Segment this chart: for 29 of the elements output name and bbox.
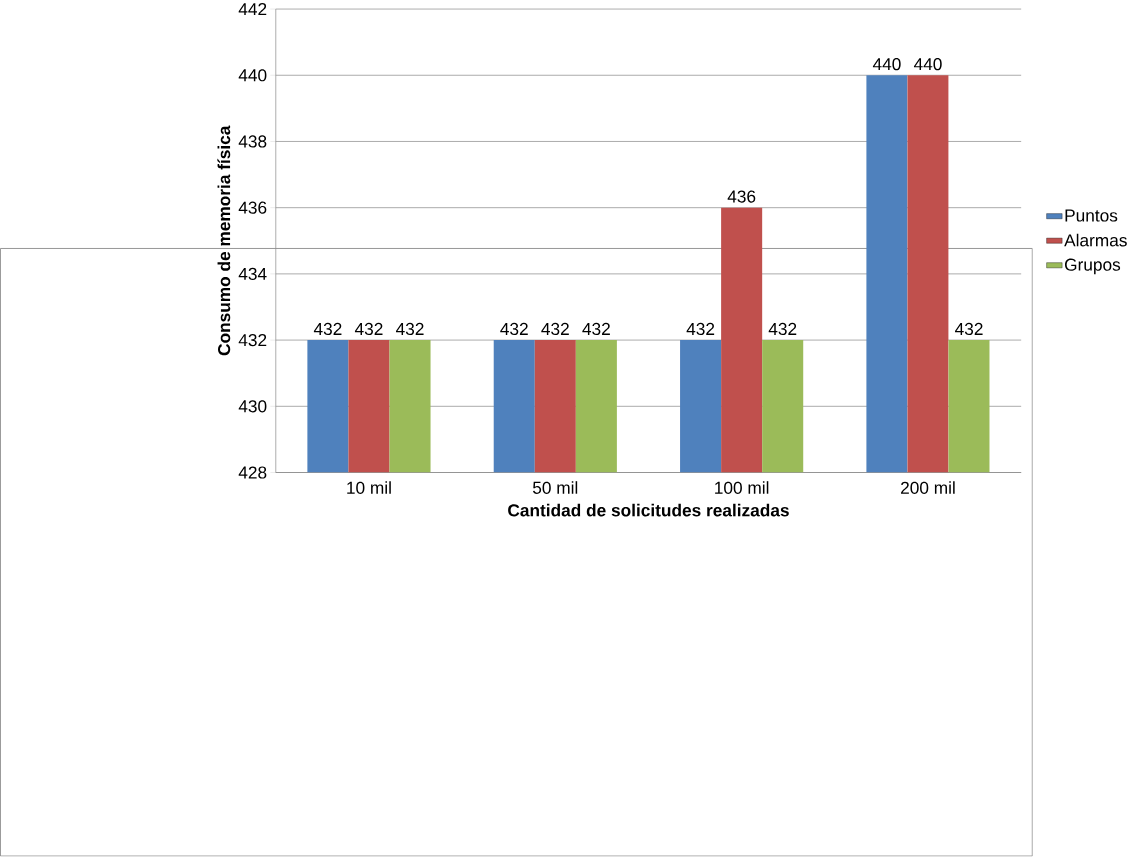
data-label: 432: [768, 323, 797, 336]
legend-label: Grupos: [1064, 258, 1121, 275]
legend-label: Puntos: [1065, 209, 1118, 222]
x-axis-title: Cantidad de solicitudes realizadas: [508, 504, 789, 517]
y-tick-label: 440: [238, 69, 267, 82]
x-tick-label: 100 mil: [715, 481, 769, 495]
x-tick-label: 10 mil: [347, 481, 391, 495]
data-label: 432: [354, 323, 383, 336]
y-axis-title: Consumo de memoria física: [217, 125, 231, 356]
data-label: 432: [955, 323, 983, 336]
y-tick-label: 430: [238, 400, 267, 413]
y-tick-label: 436: [238, 201, 267, 215]
data-label: 432: [396, 323, 424, 336]
x-tick-label: 50 mil: [532, 481, 578, 495]
data-label: 432: [541, 323, 569, 336]
y-tick-label: 438: [238, 135, 267, 148]
data-label: 440: [872, 58, 901, 71]
y-tick-label: 434: [238, 268, 267, 281]
data-label: 440: [913, 58, 942, 71]
data-label: 432: [500, 323, 528, 336]
y-tick-label: 442: [238, 3, 267, 16]
data-label: 432: [686, 323, 715, 336]
data-label: 432: [313, 323, 342, 336]
x-tick-label: 200 mil: [901, 481, 955, 495]
y-tick-label: 432: [238, 334, 267, 347]
data-label: 436: [727, 190, 756, 203]
legend-label: Alarmas: [1064, 233, 1127, 247]
data-label: 432: [582, 323, 610, 336]
y-tick-label: 428: [238, 466, 267, 479]
